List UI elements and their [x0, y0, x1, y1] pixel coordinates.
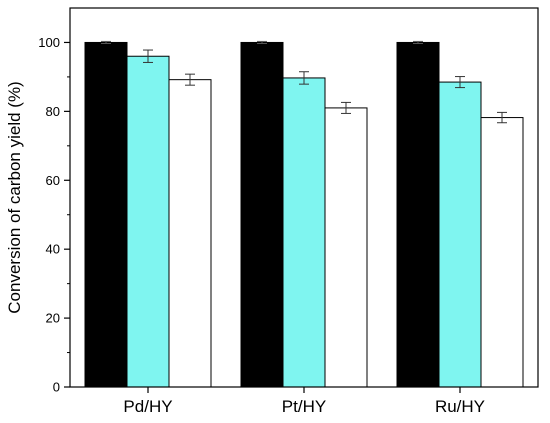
bar-pt-hy-s3 [324, 107, 368, 388]
y-axis: 0 20 40 60 80 100 [38, 35, 70, 395]
bar-ru-hy-s3 [480, 117, 524, 388]
y-tick-label: 0 [53, 380, 60, 395]
bar-ru-hy-s2 [438, 81, 482, 388]
y-tick-label: 100 [38, 35, 60, 50]
bar-pt-hy-s1 [240, 41, 284, 388]
bars-layer [84, 41, 524, 388]
bar-pt-hy-s2 [282, 77, 326, 388]
y-tick-label: 40 [46, 242, 60, 257]
y-tick-label: 20 [46, 311, 60, 326]
x-tick-label: Pt/HY [282, 397, 326, 416]
y-tick-label: 80 [46, 104, 60, 119]
x-axis: Pd/HY Pt/HY Ru/HY [123, 387, 485, 416]
y-axis-title: Conversion of carbon yield (%) [5, 81, 24, 313]
y-tick-label: 60 [46, 173, 60, 188]
bar-pd-hy-s3 [168, 79, 212, 388]
error-bars-layer [101, 40, 507, 124]
x-tick-label: Pd/HY [123, 397, 172, 416]
bar-pd-hy-s1 [84, 41, 128, 388]
bar-pd-hy-s2 [126, 55, 170, 388]
bar-ru-hy-s1 [396, 41, 440, 388]
x-tick-label: Ru/HY [435, 397, 485, 416]
